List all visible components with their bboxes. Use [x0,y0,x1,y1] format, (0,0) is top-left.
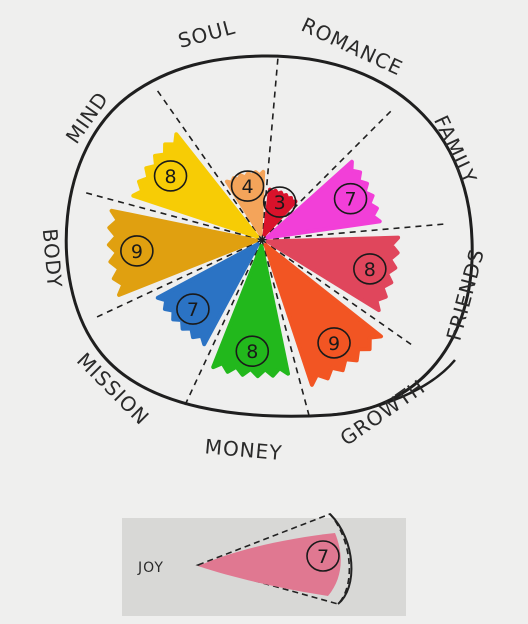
divider-mind [83,191,263,241]
score-circle-soul [230,170,265,202]
score-circle-growth [317,327,351,359]
score-romance: 3 [274,192,286,214]
divider-growth [261,239,415,347]
score-circle-romance [262,186,297,218]
segment-dividers [83,55,447,419]
divider-family [261,108,394,241]
joy-score-circle [306,540,340,572]
wedge-money [211,243,290,379]
divider-body [93,239,263,319]
score-money: 8 [246,341,258,363]
wedge-romance [262,187,298,237]
wheel-outline [64,54,474,418]
joy-label: JOY [137,560,164,576]
wedge-body [106,208,259,297]
score-circle-body [120,235,154,267]
score-family: 7 [344,189,356,211]
divider-romance [261,55,279,241]
score-mission: 7 [187,299,199,321]
joy-score: 7 [317,546,329,568]
score-circle-mind [153,160,188,192]
label-soul: SOUL [176,15,238,53]
wheel-outline-tail [329,359,456,417]
label-body: BODY [38,228,67,290]
score-growth: 9 [328,333,340,355]
label-friends: FRIENDS [442,246,490,343]
score-circle-mission [176,293,210,325]
wedge-friends [265,235,401,313]
divider-money [261,239,311,419]
score-circle-family [333,182,368,215]
score-soul: 4 [242,176,254,198]
score-circle-money [235,335,270,368]
joy-panel: JOY 7 [122,513,406,616]
score-mind: 8 [164,166,176,188]
label-mission: MISSION [72,348,154,430]
score-body: 9 [131,241,143,263]
label-family: FAMILY [429,112,482,189]
score-circle-friends [353,253,387,285]
divider-friends [261,223,447,241]
score-friends: 8 [364,259,376,281]
joy-cone-arc [329,513,353,605]
divider-soul [155,87,263,241]
wedge-mind [131,132,260,239]
divider-mission [183,239,263,409]
wedge-growth [263,242,383,387]
joy-wedge [198,533,341,596]
segment-scores: 43 7 8 9 8 7 9 8 [120,160,387,368]
label-money: MONEY [204,434,284,465]
